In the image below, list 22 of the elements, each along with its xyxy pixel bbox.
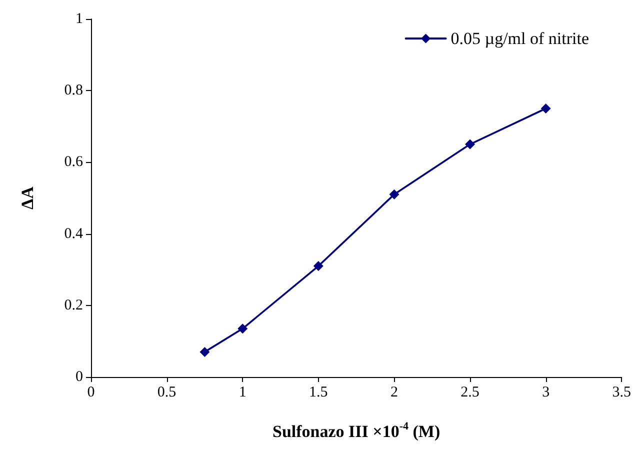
legend-label: 0.05 µg/ml of nitrite [450,29,590,48]
y-tick-label: 0.8 [64,82,83,99]
y-axis-title: ΔA [18,186,37,210]
point [200,346,210,357]
y-tick-label: 0.6 [64,154,84,170]
x-tick-label: 1 [238,384,246,400]
point [238,324,248,334]
x-tick-label: 3.5 [612,384,631,400]
x-tick-label: 3 [542,384,550,400]
x-tick-label: 2.5 [460,384,480,400]
x-tick-label: 0.5 [157,384,176,400]
x-tick-label: 2 [390,384,398,400]
y-tick-label: 0.4 [64,226,84,242]
y-tick-label: 1 [76,11,83,27]
point [389,189,400,200]
x-tick-label: 1.5 [309,384,328,400]
y-tick-label: 0 [76,369,83,385]
point [465,139,476,150]
point [540,104,551,114]
x-tick-label: 0 [87,384,95,400]
y-tick-label: 0.2 [64,297,83,314]
point [313,261,324,272]
